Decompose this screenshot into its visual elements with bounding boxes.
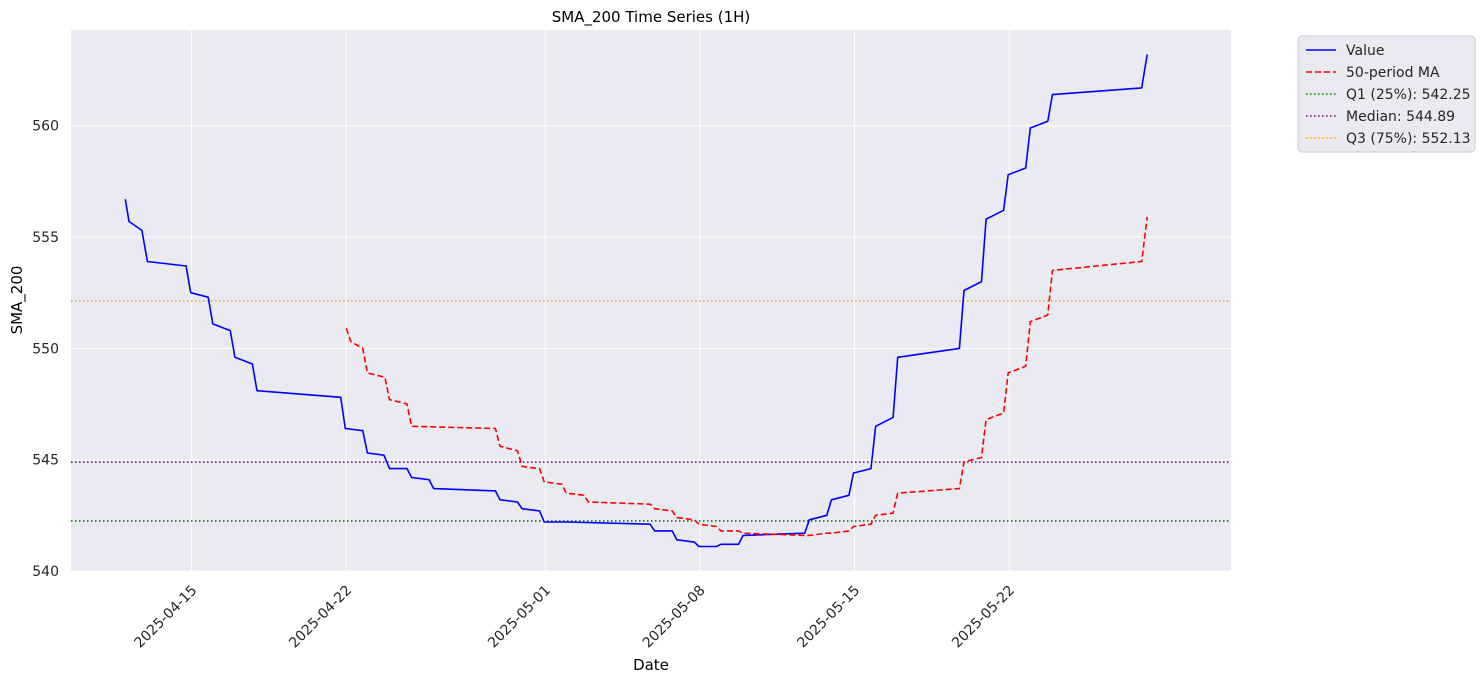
x-axis: 2025-04-15 2025-04-22 2025-05-01 2025-05-08… (132, 583, 1018, 652)
x-tick-label: 2025-05-15 (794, 583, 863, 652)
y-axis: 540 545 550 555 560 (32, 119, 59, 580)
y-tick-label: 545 (32, 453, 59, 469)
legend: Value 50-period MA Q1 (25%): 542.25 Median:… (1297, 35, 1476, 153)
legend-label: Median: 544.89 (1346, 109, 1455, 125)
x-tick-label: 2025-04-22 (286, 583, 355, 652)
y-tick-label: 540 (32, 564, 59, 580)
grid (71, 30, 1231, 572)
y-tick-label: 550 (32, 341, 59, 357)
legend-label: Q1 (25%): 542.25 (1346, 87, 1471, 103)
x-tick-label: 2025-05-08 (640, 583, 709, 652)
x-axis-label: Date (633, 656, 669, 674)
y-tick-label: 555 (32, 230, 59, 246)
x-tick-label: 2025-05-22 (949, 583, 1018, 652)
x-tick-label: 2025-04-15 (132, 583, 201, 652)
x-tick-label: 2025-05-01 (485, 583, 554, 652)
legend-label: 50-period MA (1346, 65, 1440, 81)
reference-lines (71, 300, 1231, 522)
series-line (345, 216, 1148, 537)
legend-label: Q3 (75%): 552.13 (1346, 131, 1471, 147)
y-tick-label: 560 (32, 119, 59, 135)
series-lines (124, 54, 1148, 548)
legend-frame (1297, 35, 1476, 153)
y-axis-label: SMA_200 (8, 266, 27, 335)
legend-label: Value (1346, 43, 1384, 59)
series-line (124, 54, 1148, 548)
chart-title: SMA_200 Time Series (1H) (552, 8, 751, 27)
